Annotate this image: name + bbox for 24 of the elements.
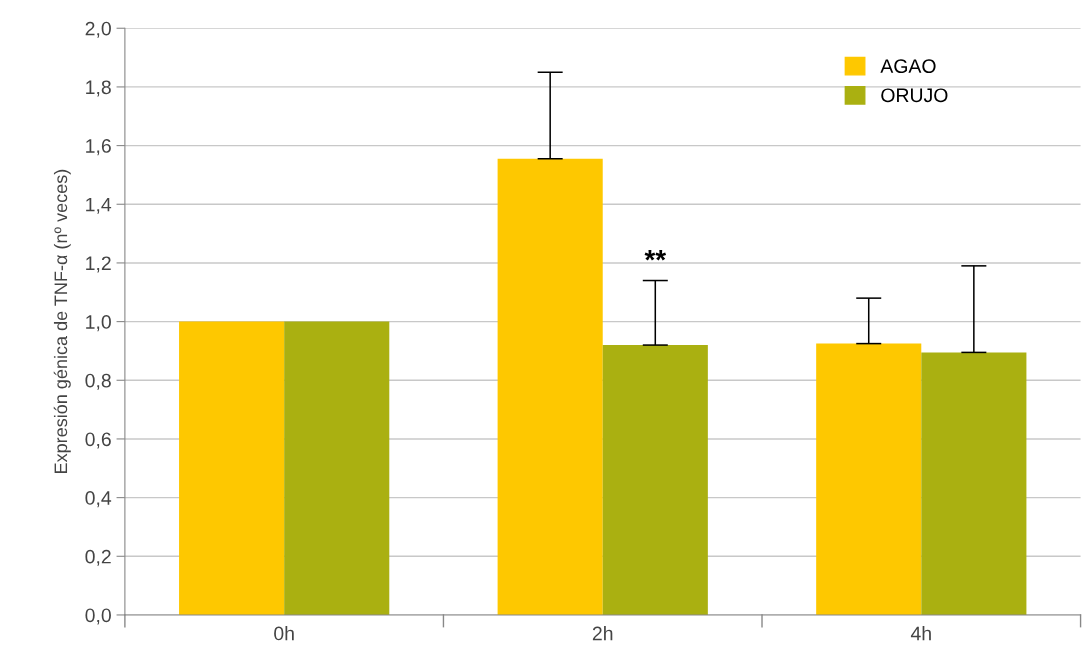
y-tick-label: 0,4 [85, 491, 112, 508]
bar [179, 321, 285, 615]
bar [284, 321, 390, 615]
bar [602, 345, 708, 615]
y-axis-title: Expresión génica de TNF-α (nº veces) [53, 169, 71, 473]
y-tick-label: 0,8 [85, 373, 111, 390]
y-tick-label: 1,0 [86, 315, 111, 332]
y-tick-label: 1,2 [86, 256, 111, 273]
y-tick-label: 0,6 [85, 432, 111, 449]
bar [921, 352, 1027, 615]
x-tick-label: 2h [592, 626, 613, 641]
annotation: ** [644, 250, 667, 261]
legend-label: ORUJO [881, 88, 948, 103]
x-tick-label: 0h [274, 626, 294, 641]
x-tick-label: 4h [910, 626, 931, 641]
y-tick-label: 1,8 [86, 80, 111, 97]
y-tick-label: 0,2 [85, 549, 111, 566]
y-tick-label: 2,0 [85, 21, 111, 38]
y-tick-label: 0,0 [85, 608, 111, 625]
y-tick-label: 1,4 [86, 197, 112, 214]
legend-label: AGAO [880, 59, 936, 74]
y-tick-label: 1,6 [86, 139, 111, 156]
bar [497, 158, 603, 615]
bar [816, 343, 922, 615]
